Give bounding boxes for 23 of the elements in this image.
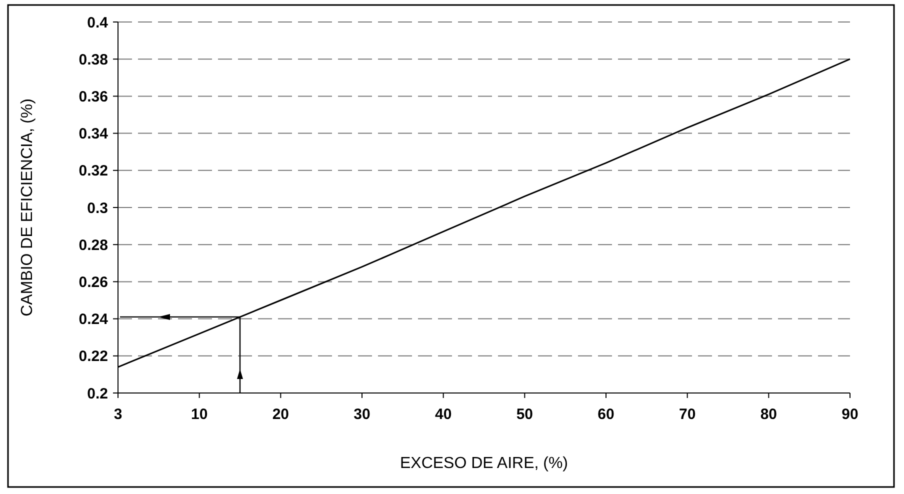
y-tick-label: 0.4 xyxy=(87,14,109,32)
x-tick-label: 60 xyxy=(598,406,614,423)
x-tick-label: 50 xyxy=(516,406,534,423)
y-tick-label: 0.26 xyxy=(78,274,108,291)
y-tick-label: 0.38 xyxy=(78,51,108,68)
x-tick-label: 30 xyxy=(354,406,370,423)
x-tick-label: 40 xyxy=(434,406,452,423)
x-tick-label: 20 xyxy=(272,406,290,423)
y-tick-label: 0.36 xyxy=(78,88,108,106)
y-tick-label: 0.22 xyxy=(78,348,108,366)
x-tick-label: 10 xyxy=(190,406,208,423)
y-tick-label: 0.28 xyxy=(78,236,108,254)
y-tick-label: 0.2 xyxy=(87,385,108,402)
x-tick-label: 90 xyxy=(842,406,858,423)
x-tick-label: 80 xyxy=(760,406,778,423)
y-tick-label: 0.34 xyxy=(78,126,109,143)
y-tick-label: 0.32 xyxy=(78,162,108,180)
x-tick-label: 70 xyxy=(678,406,696,423)
y-axis-title: CAMBIO DE EFICIENCIA, (%) xyxy=(19,98,36,316)
x-axis-title: EXCESO DE AIRE, (%) xyxy=(400,455,568,472)
y-tick-label: 0.3 xyxy=(87,200,108,217)
x-tick-label: 3 xyxy=(114,406,122,423)
y-tick-label: 0.24 xyxy=(78,311,109,328)
